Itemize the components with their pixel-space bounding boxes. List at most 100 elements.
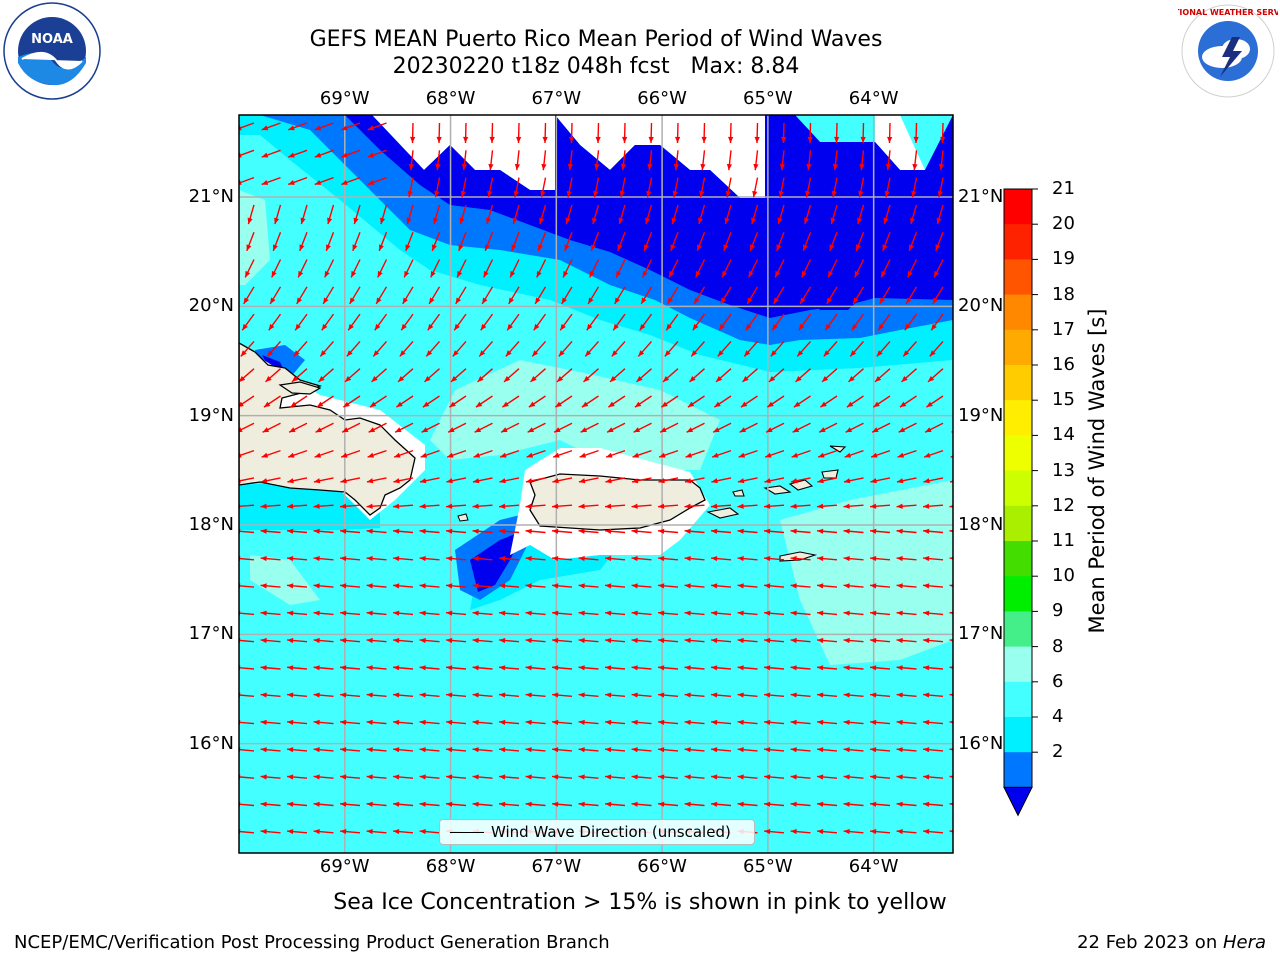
wave-direction-arrowhead [605,692,612,698]
wave-direction-arrow [967,150,969,170]
wave-direction-arrowhead [790,692,797,698]
wave-direction-arrowhead [904,323,911,331]
wave-direction-arrowhead [605,528,612,534]
wave-direction-arrowhead [764,719,771,725]
wave-direction-arrowhead [899,401,907,408]
wave-direction-arrowhead [578,478,586,484]
wave-direction-arrowhead [313,774,320,780]
wave-direction-arrowhead [507,323,513,331]
wave-direction-arrowhead [472,583,479,589]
wave-direction-arrowhead [661,401,668,408]
wave-direction-arrowhead [446,774,453,780]
wave-direction-arrowhead [617,244,623,251]
wave-direction-arrowhead [393,801,400,807]
lon-label-top: 66°W [637,88,687,109]
colorbar-segment [1004,259,1032,296]
wave-direction-arrowhead [260,555,267,562]
wave-direction-arrowhead [725,190,731,198]
wave-direction-arrowhead [446,555,453,562]
chart-title: GEFS MEAN Puerto Rico Mean Period of Win… [309,27,883,52]
wave-direction-arrowhead [667,297,674,304]
wave-direction-arrowhead [393,583,400,589]
wave-direction-arrowhead [817,610,824,616]
wave-direction-arrowhead [636,375,643,382]
wave-direction-arrowhead [499,610,506,616]
wave-direction-arrowhead [525,692,532,698]
wave-direction-arrowhead [446,665,453,671]
wave-direction-arrowhead [525,747,532,753]
wave-direction-arrowhead [949,611,953,615]
wave-direction-arrowhead [873,401,880,408]
wave-direction-arrowhead [501,427,508,433]
wave-direction-arrowhead [486,217,492,225]
wave-direction-arrowhead [446,801,453,807]
wave-direction-arrowhead [459,217,465,225]
wave-direction-arrow [239,449,255,457]
wave-direction-arrowhead [631,528,638,534]
wave-direction-arrowhead [352,244,358,251]
wave-direction-arrowhead [578,747,585,753]
wave-direction-arrow [923,858,943,860]
wave-direction-arrowhead [366,528,373,534]
wave-direction-arrowhead [632,452,640,458]
wave-direction-arrowhead [817,692,824,698]
wave-direction-arrowhead [261,152,269,158]
wave-direction-arrowhead [446,528,453,534]
wave-direction-arrowhead [321,323,328,331]
nws-logo: NATIONAL WEATHER SERVICE [1178,4,1278,98]
wave-direction-arrowhead [907,270,913,278]
wave-direction-arrowhead [792,427,800,433]
wave-direction-arrowhead [605,665,612,671]
wave-direction-arrowhead [393,478,400,484]
colorbar-segment [1004,435,1032,472]
wave-direction-arrowhead [432,244,437,251]
wave-direction-arrowhead [578,503,585,509]
wave-direction-arrow [239,530,255,534]
wave-direction-arrowhead [616,270,622,278]
wave-direction-arrowhead [949,748,953,752]
colorbar-segment [1004,189,1032,225]
wave-direction-arrowhead [764,528,771,534]
lon-label-bottom: 66°W [637,856,687,877]
wave-direction-arrow [239,666,255,670]
wave-direction-arrowhead [320,350,327,357]
wave-direction-arrowhead [850,350,857,357]
wave-direction-arrowhead [287,856,293,861]
wave-direction-arrowhead [778,190,784,198]
wave-direction-arrowhead [829,244,835,251]
wave-direction-arrowhead [579,452,587,458]
wave-direction-arrowhead [870,665,877,671]
wave-direction-arrowhead [419,478,427,484]
wave-direction-arrowhead [482,297,488,304]
wave-direction-arrowhead [552,503,559,509]
wave-direction-arrowhead [645,217,651,225]
colorbar-segment [1004,505,1032,542]
wave-direction-arrowhead [260,610,267,616]
wave-direction-arrowhead [349,297,356,304]
wave-direction-arrowhead [472,801,479,807]
wave-direction-arrowhead [684,665,691,671]
wave-direction-arrowhead [711,747,718,753]
masked-region [660,115,765,198]
wave-direction-arrowhead [341,179,348,185]
wave-direction-arrowhead [658,665,665,671]
wave-direction-arrowhead [404,270,410,278]
wave-direction-arrowhead [950,856,956,861]
wave-direction-arrowhead [313,528,320,534]
wave-direction-arrowhead [366,719,373,725]
wave-direction-arrowhead [711,637,718,644]
wave-direction-arrowhead [767,401,774,408]
wave-direction-arrowhead [619,190,625,198]
wave-direction-arrowhead [340,719,347,725]
wave-direction-arrowhead [871,452,878,458]
wave-direction-arrowhead [689,375,696,382]
wave-direction-arrowhead [887,136,893,143]
wave-direction-arrowhead [949,802,953,806]
lon-label-top: 69°W [319,88,370,109]
wave-direction-arrowhead [555,401,562,408]
wave-direction-arrowhead [528,401,536,408]
wave-direction-arrowhead [684,583,691,589]
lat-label-left: 21°N [188,186,234,207]
wave-direction-arrowhead [419,692,426,698]
